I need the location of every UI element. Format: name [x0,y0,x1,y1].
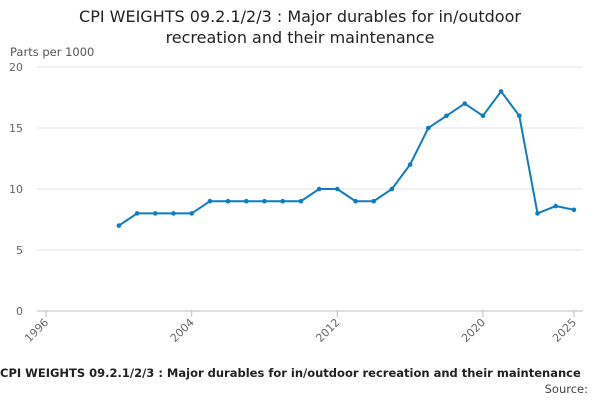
data-point [553,203,558,209]
y-tick-label: 15 [9,122,23,135]
x-tick-label: 2004 [168,316,197,345]
chart-title: CPI WEIGHTS 09.2.1/2/3 : Major durables … [79,7,521,47]
data-point [280,198,286,204]
data-point [116,223,122,228]
series-line [118,89,575,227]
data-point [153,211,158,216]
data-point [498,89,504,94]
y-tick-label: 20 [9,61,23,74]
data-point [298,198,304,204]
data-point [517,113,522,119]
data-point [480,113,486,119]
data-point [171,211,176,216]
data-point [207,198,213,204]
x-tick-label: 1996 [22,316,51,345]
data-point [462,101,468,106]
data-point [244,198,249,204]
data-point [353,198,358,204]
data-point [389,186,395,192]
data-point [535,211,540,216]
data-point [444,113,449,119]
data-point [134,211,140,216]
data-point [262,198,267,204]
data-point [225,198,231,204]
y-axis-label: Parts per 1000 [10,45,94,59]
x-tick-label: 2012 [313,316,342,345]
source: Source: [545,382,588,396]
y-tick-label: 5 [16,244,23,257]
data-point [316,186,322,192]
data-point [189,211,194,216]
y-tick-label: 0 [16,305,23,318]
y-tick-label: 10 [9,183,23,196]
data-point [335,186,340,192]
x-tick-label: 2020 [459,316,488,345]
data-point [426,125,431,131]
data-point [371,198,377,204]
footer-title: CPI WEIGHTS 09.2.1/2/3 : Major durables … [0,366,581,380]
x-tick-label: 2025 [550,316,579,345]
data-point [571,207,577,213]
data-point [407,162,413,167]
